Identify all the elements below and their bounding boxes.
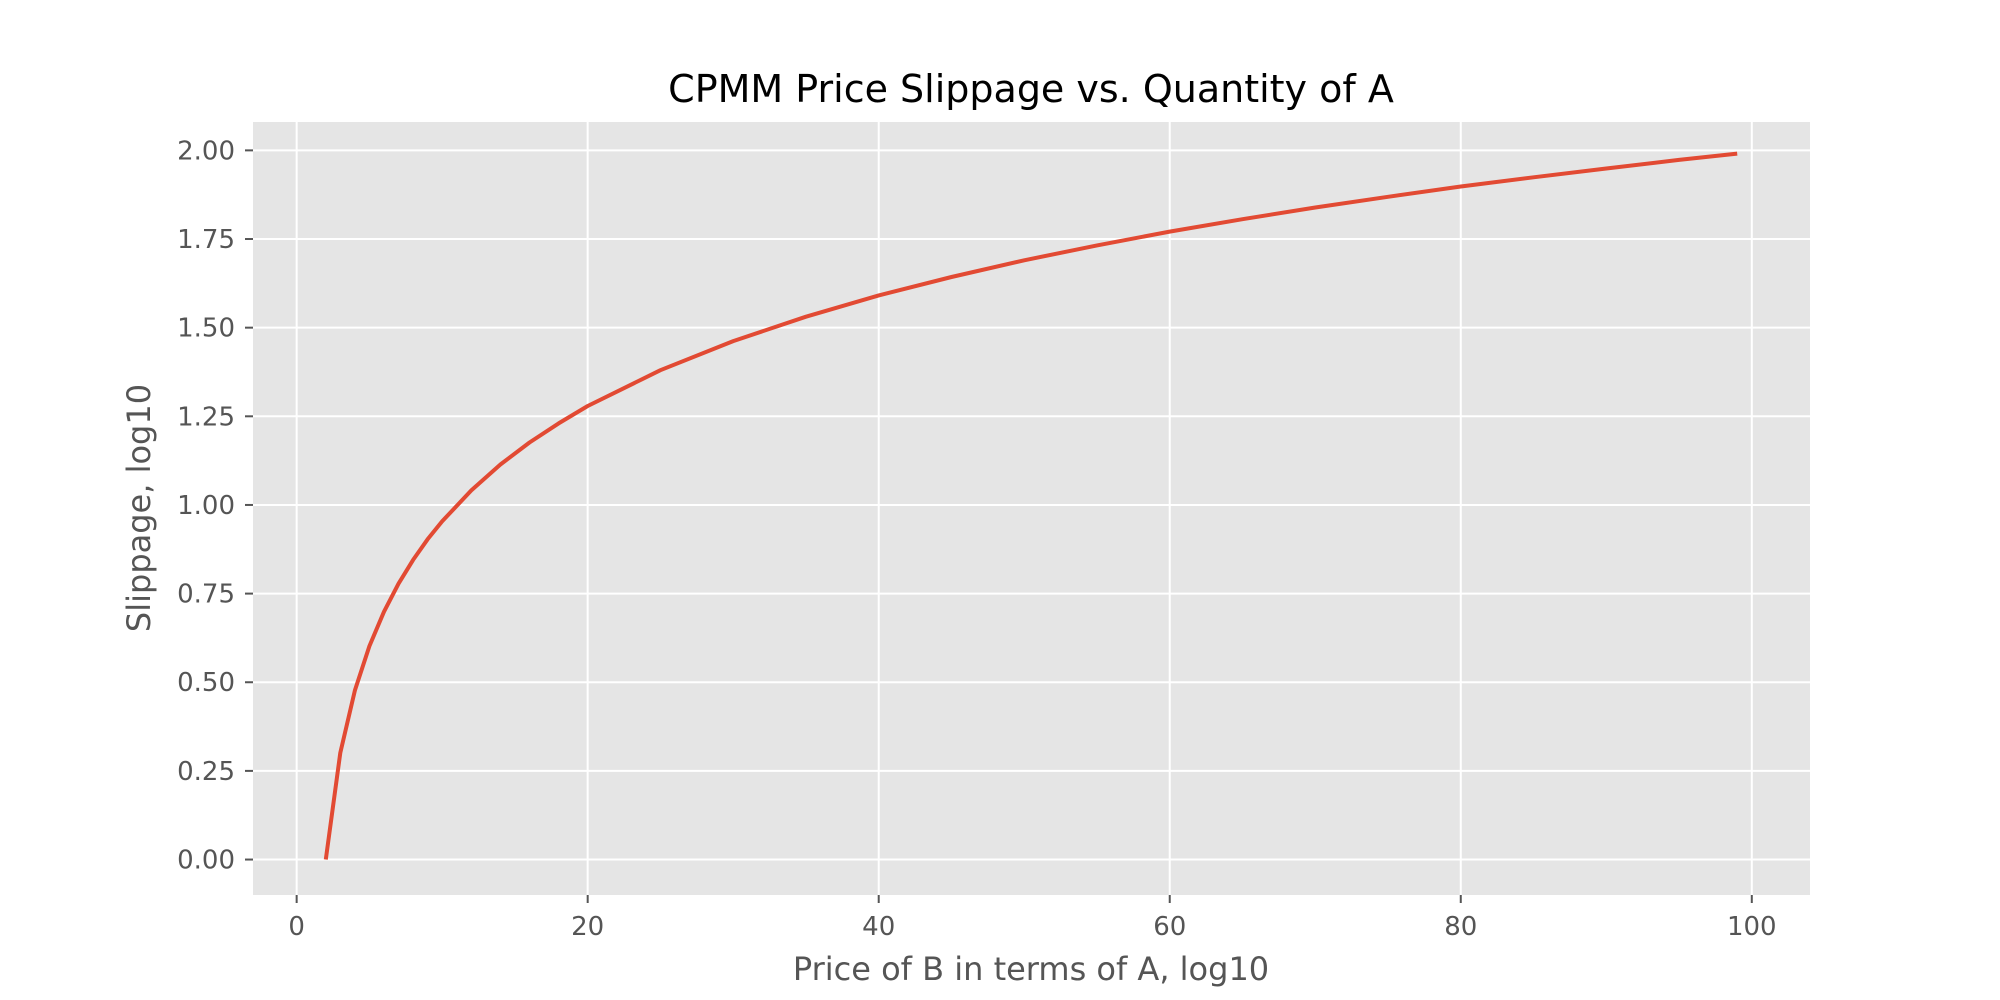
x-tick-label: 0 xyxy=(288,912,305,942)
x-tick-label: 40 xyxy=(862,912,895,942)
y-tick-label: 0.25 xyxy=(177,757,235,787)
x-axis-label: Price of B in terms of A, log10 xyxy=(793,950,1269,988)
y-tick-label: 0.00 xyxy=(177,846,235,876)
chart-title: CPMM Price Slippage vs. Quantity of A xyxy=(668,67,1394,111)
x-tick-label: 100 xyxy=(1727,912,1777,942)
x-tick-label: 20 xyxy=(571,912,604,942)
plot-area xyxy=(253,122,1810,895)
y-tick-label: 1.25 xyxy=(177,402,235,432)
y-tick-label: 1.50 xyxy=(177,314,235,344)
y-tick-label: 0.75 xyxy=(177,580,235,610)
series-group xyxy=(323,151,1738,860)
y-tick-label: 1.00 xyxy=(177,491,235,521)
x-tick-label: 60 xyxy=(1153,912,1186,942)
series-line xyxy=(323,151,1738,860)
grid xyxy=(253,122,1810,895)
y-axis-label: Slippage, log10 xyxy=(120,384,158,632)
ticks: 0 20 40 60 80 100 0.00 0.25 0.50 0.75 1.00 1.25 1.50… xyxy=(177,136,1777,942)
x-tick-label: 80 xyxy=(1444,912,1477,942)
y-tick-label: 0.50 xyxy=(177,668,235,698)
y-tick-label: 1.75 xyxy=(177,225,235,255)
y-tick-label: 2.00 xyxy=(177,136,235,166)
